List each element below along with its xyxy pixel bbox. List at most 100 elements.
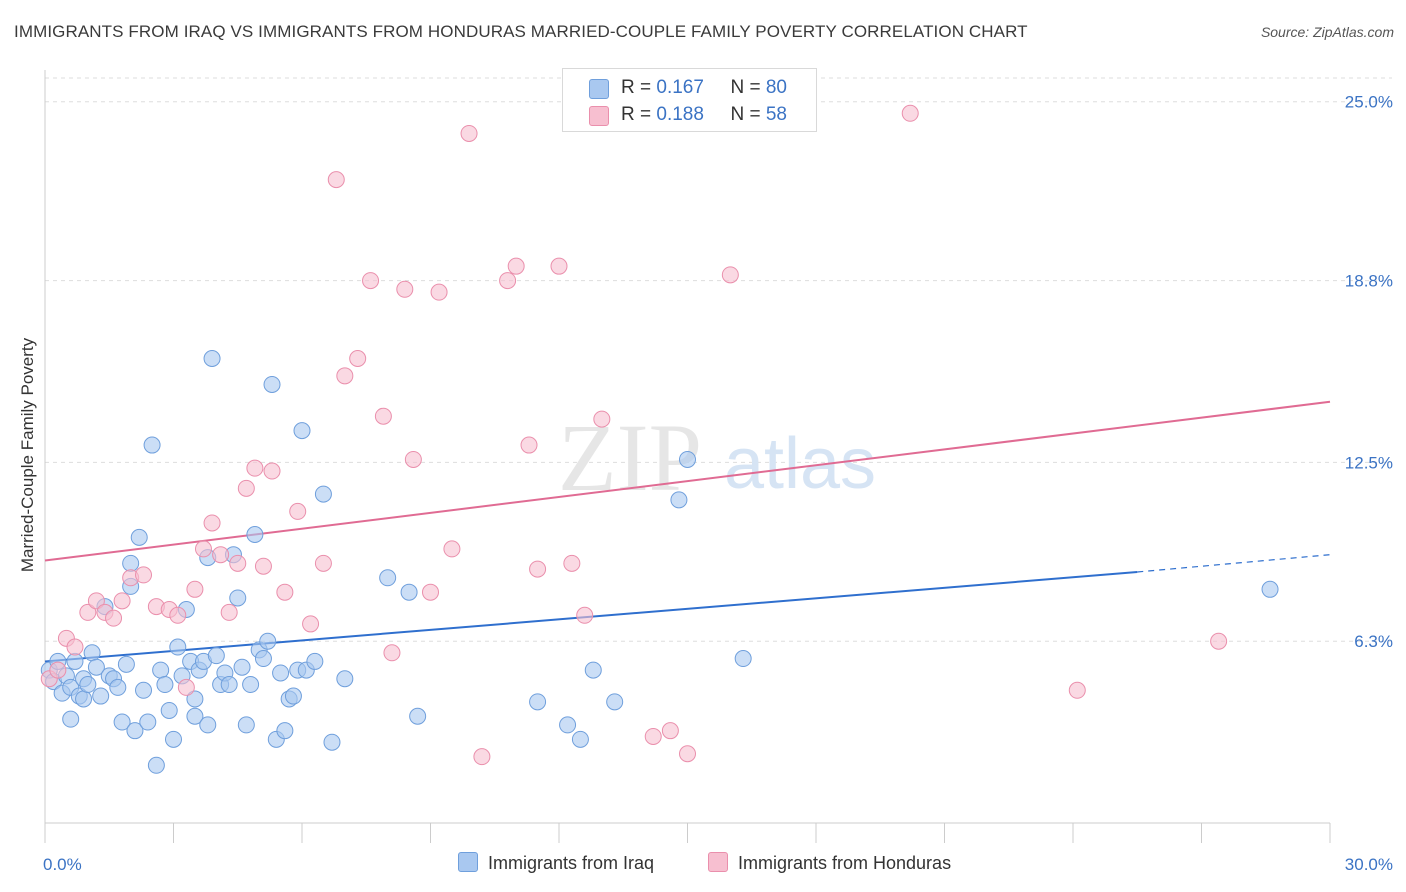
iraq-point xyxy=(66,652,84,670)
iraq-point xyxy=(113,713,131,731)
legend-honduras-r-value: 0.188 xyxy=(656,104,704,125)
honduras-point xyxy=(593,410,611,428)
iraq-point xyxy=(323,733,341,751)
iraq-point xyxy=(165,730,182,748)
honduras-point xyxy=(289,502,307,520)
bottom-legend-honduras: Immigrants from Honduras xyxy=(708,852,951,874)
iraq-point xyxy=(293,422,311,440)
data-points xyxy=(40,104,1279,774)
legend-honduras-n-value: 58 xyxy=(765,104,787,125)
iraq-point xyxy=(242,676,260,694)
y-tick-label: 18.8% xyxy=(1345,272,1393,291)
honduras-point xyxy=(383,644,401,662)
iraq-point xyxy=(62,710,80,728)
iraq-point xyxy=(109,678,127,696)
legend-iraq-n-value: 80 xyxy=(765,77,787,98)
iraq-trend-extension xyxy=(1137,554,1331,573)
iraq-point xyxy=(1261,580,1279,598)
legend-iraq-r-value: 0.167 xyxy=(656,77,704,98)
honduras-point xyxy=(507,257,525,275)
legend-swatch-iraq xyxy=(589,79,609,99)
legend-honduras-r-label: R = xyxy=(621,104,657,125)
honduras-point xyxy=(177,678,195,696)
bottom-legend-swatch-honduras xyxy=(708,852,728,872)
iraq-point xyxy=(87,658,105,676)
honduras-point xyxy=(135,566,153,584)
iraq-point xyxy=(117,655,135,673)
iraq-point xyxy=(233,658,251,676)
iraq-point xyxy=(75,690,93,708)
iraq-point xyxy=(147,756,165,774)
iraq-point xyxy=(314,485,332,503)
y-tick-label: 12.5% xyxy=(1345,453,1393,472)
iraq-point xyxy=(130,528,148,546)
honduras-point xyxy=(327,171,345,189)
honduras-point xyxy=(336,367,354,385)
honduras-point xyxy=(576,606,594,624)
honduras-point xyxy=(87,592,105,610)
honduras-point xyxy=(644,727,662,745)
y-tick-label: 6.3% xyxy=(1354,632,1393,651)
iraq-point xyxy=(606,693,624,711)
iraq-point xyxy=(143,436,161,454)
iraq-point xyxy=(584,661,602,679)
iraq-point xyxy=(186,690,204,708)
iraq-point xyxy=(679,450,696,468)
honduras-point xyxy=(254,557,272,575)
iraq-point xyxy=(92,687,110,705)
iraq-point xyxy=(135,681,153,699)
tick-labels: 6.3% 12.5% 18.8% 25.0% 0.0% 30.0% xyxy=(43,93,1393,874)
iraq-point xyxy=(379,569,397,587)
honduras-point xyxy=(374,407,392,425)
legend-honduras-n-label: N = xyxy=(730,104,766,125)
iraq-point xyxy=(169,638,187,656)
iraq-point xyxy=(186,707,204,725)
iraq-point xyxy=(336,670,354,688)
iraq-point xyxy=(199,716,217,734)
honduras-point xyxy=(499,272,517,290)
iraq-point xyxy=(559,716,577,734)
honduras-point xyxy=(443,540,461,558)
honduras-point xyxy=(246,459,264,477)
iraq-point xyxy=(276,722,294,740)
chart-title: IMMIGRANTS FROM IRAQ VS IMMIGRANTS FROM … xyxy=(14,22,1028,41)
iraq-point xyxy=(79,676,97,694)
honduras-point xyxy=(314,554,332,572)
iraq-point xyxy=(272,664,290,682)
iraq-point xyxy=(139,713,157,731)
iraq-point xyxy=(670,491,688,509)
correlation-legend: R = 0.167 N = 80 R = 0.188 N = 58 xyxy=(562,68,817,132)
honduras-point xyxy=(229,554,247,572)
honduras-point xyxy=(203,514,221,532)
watermark-atlas: atlas xyxy=(724,424,876,504)
honduras-point xyxy=(661,722,679,740)
iraq-point xyxy=(156,676,174,694)
y-axis-label: Married-Couple Family Poverty xyxy=(18,337,37,573)
iraq-point xyxy=(229,589,247,607)
honduras-point xyxy=(520,436,538,454)
honduras-point xyxy=(263,462,281,480)
bottom-legend-swatch-iraq xyxy=(458,852,478,872)
honduras-point xyxy=(186,580,204,598)
bottom-legend-iraq-label: Immigrants from Iraq xyxy=(488,853,655,873)
iraq-point xyxy=(400,583,418,601)
iraq-point xyxy=(306,652,324,670)
honduras-point xyxy=(404,450,422,468)
honduras-point xyxy=(721,266,739,284)
bottom-legend-honduras-label: Immigrants from Honduras xyxy=(738,853,952,873)
iraq-point xyxy=(529,693,547,711)
iraq-point xyxy=(237,716,255,734)
honduras-point xyxy=(220,603,238,621)
honduras-point xyxy=(679,745,696,763)
x-tick-label-min: 0.0% xyxy=(43,855,82,874)
bottom-legend-iraq: Immigrants from Iraq xyxy=(458,852,654,874)
honduras-point xyxy=(1210,632,1228,650)
honduras-point xyxy=(422,583,439,601)
iraq-point xyxy=(203,350,221,368)
honduras-point xyxy=(563,554,581,572)
iraq-point xyxy=(207,647,225,665)
honduras-point xyxy=(302,615,320,633)
honduras-point xyxy=(901,104,919,122)
honduras-point xyxy=(113,592,131,610)
